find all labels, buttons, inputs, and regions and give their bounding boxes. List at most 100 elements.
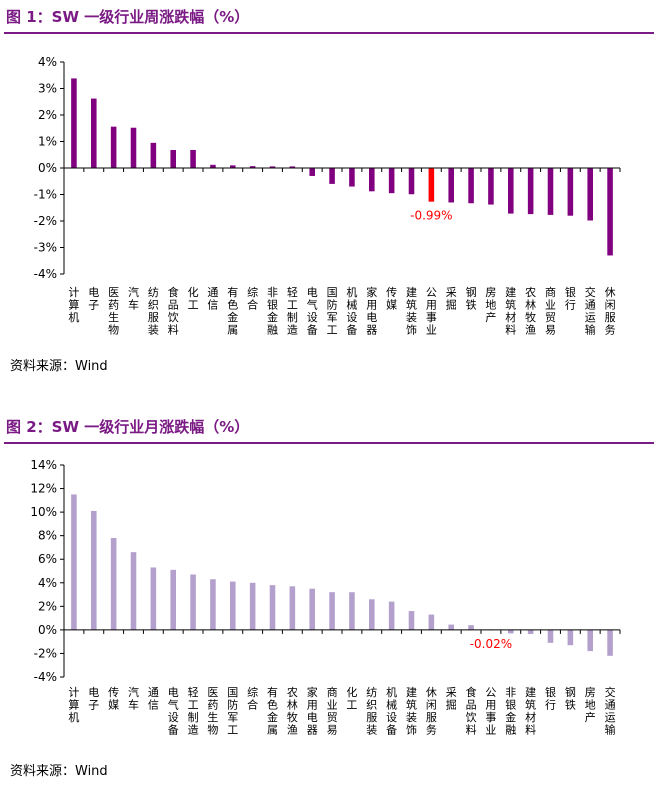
- chart2-bar: [110, 538, 117, 630]
- chart1-category-label: 有色金属: [227, 285, 238, 337]
- chart2-bar: [230, 581, 236, 630]
- chart2-title-rule: [4, 442, 654, 444]
- chart1-annotation: -0.99%: [410, 209, 452, 223]
- chart1-bar: [488, 168, 494, 205]
- chart1-bar: [547, 168, 554, 215]
- chart1-category-label: 医药生物: [108, 286, 119, 337]
- chart2-title: 图 2：SW 一级行业月涨跌幅（%）: [6, 418, 250, 436]
- chart1-y-tick-label: 1%: [38, 135, 57, 149]
- chart1-bar: [508, 168, 514, 214]
- chart2-bar: [547, 629, 554, 643]
- chart1-bar: [289, 166, 296, 168]
- chart1-bar: [170, 149, 176, 168]
- chart1-bar: [71, 78, 77, 168]
- chart1-category-label: 建筑材料: [505, 285, 516, 337]
- chart1-bar: [210, 164, 216, 168]
- chart2-category-label: 汽车: [128, 685, 139, 712]
- chart1-bar: [428, 168, 435, 202]
- chart2-category-label: 农林牧渔: [287, 685, 298, 737]
- chart1-category-label: 汽车: [128, 285, 139, 312]
- chart2-bar: [269, 585, 276, 630]
- chart1-bar: [150, 142, 157, 168]
- chart1-title: 图 1：SW 一级行业周涨跌幅（%）: [6, 8, 250, 26]
- chart2-category-label: 商业贸易: [327, 685, 338, 737]
- chart1-weekly-change: -4% -3% -2% -1% 0% 1% 2% 3% 4% 计算机电子医药生物汽车纺织服装食品饮…: [34, 55, 621, 337]
- chart2-y-tick-label: -4%: [34, 670, 57, 684]
- chart2-y-tick-label: -2%: [34, 646, 57, 660]
- chart2-category-label: 钢铁: [565, 686, 576, 712]
- chart1-bar: [448, 168, 454, 203]
- chart2-bar: [527, 629, 534, 635]
- chart2-bar: [130, 552, 137, 630]
- chart1-category-label: 化工: [188, 285, 199, 312]
- chart1-y-tick-label: -4%: [34, 267, 57, 281]
- chart1-y-tick-label: -2%: [34, 214, 57, 228]
- chart2-y-tick-label: 8%: [38, 529, 57, 543]
- chart1-bar: [110, 126, 117, 168]
- chart1-category-label: 休闲服务: [605, 286, 616, 337]
- chart2-annotation: -0.02%: [470, 637, 512, 651]
- chart1-bar: [468, 168, 474, 204]
- chart2-bar: [91, 510, 97, 630]
- chart2-bar: [349, 592, 355, 630]
- chart2-y-tick-label: 14%: [30, 458, 57, 472]
- chart1-category-label: 交通运输: [585, 285, 596, 337]
- chart1-y-tick-label: 0%: [38, 161, 57, 175]
- chart1-bar: [587, 168, 593, 221]
- chart2-y-tick-label: 0%: [38, 623, 57, 637]
- chart1-category-label: 机械设备: [346, 285, 357, 337]
- chart2-monthly-change: -4% -2% 0% 2% 4% 6% 8% 10% 12% 14% 计算机电子传媒汽车通信电气设备…: [30, 458, 621, 737]
- chart1-bar: [369, 168, 375, 192]
- chart2-bar: [428, 614, 435, 630]
- chart1-category-label: 食品饮料: [168, 285, 179, 337]
- chart2-category-label: 电子: [88, 686, 99, 712]
- chart2-bar: [289, 586, 296, 630]
- chart1-y-tick-label: 4%: [38, 55, 57, 69]
- chart1-bar: [190, 149, 196, 168]
- chart1-category-label: 家用电器: [366, 285, 377, 337]
- chart2-category-label: 有色金属: [267, 685, 278, 737]
- chart1-category-label: 建筑装饰: [406, 285, 417, 337]
- chart2-bar: [448, 624, 454, 630]
- chart1-category-label: 房地产: [485, 286, 496, 324]
- chart2-category-label: 家用电器: [307, 685, 318, 737]
- chart2-category-label: 传媒: [108, 686, 119, 712]
- chart2-bar: [150, 567, 157, 630]
- chart2-category-label: 国防军工: [227, 686, 238, 737]
- chart1-bar: [309, 168, 315, 176]
- chart1-category-label: 商业贸易: [545, 285, 556, 337]
- chart2-category-label: 采掘: [446, 686, 457, 712]
- chart1-category-label: 传媒: [386, 286, 397, 312]
- chart1-bar: [269, 166, 276, 168]
- chart1-category-label: 银行: [565, 285, 576, 312]
- chart2-category-label: 非银金融: [505, 686, 516, 737]
- chart1-y-tick-label: -1%: [34, 188, 57, 202]
- chart2-category-label: 交通运输: [605, 685, 616, 737]
- chart2-bar: [210, 579, 216, 630]
- chart1-category-label: 综合: [247, 285, 258, 312]
- chart2-category-label: 食品饮料: [466, 685, 477, 737]
- chart2-y-tick-label: 4%: [38, 576, 57, 590]
- chart1-bar: [91, 98, 97, 168]
- chart2-category-label: 计算机: [68, 686, 79, 724]
- chart2-category-label: 通信: [148, 686, 159, 712]
- chart1-bar: [329, 168, 335, 184]
- chart1-bar: [527, 168, 534, 215]
- chart2-bar: [71, 494, 77, 630]
- chart2-bar: [329, 592, 335, 630]
- chart2-category-label: 机械设备: [386, 685, 397, 737]
- chart1-y-tick-label: -3%: [34, 241, 57, 255]
- chart1-category-label: 电气设备: [307, 286, 318, 337]
- chart1-bar: [230, 165, 236, 168]
- chart2-category-label: 电气设备: [168, 686, 179, 737]
- chart1-bar: [607, 168, 613, 256]
- chart1-y-tick-label: 3%: [38, 82, 57, 96]
- chart2-bar: [587, 629, 593, 652]
- chart1-category-label: 非银金融: [267, 286, 278, 337]
- chart2-category-label: 建筑装饰: [406, 685, 417, 737]
- chart2-y-tick-label: 6%: [38, 552, 57, 566]
- chart2-category-label: 银行: [545, 685, 556, 712]
- chart1-category-label: 纺织服装: [148, 285, 159, 337]
- chart2-y-tick-label: 10%: [30, 505, 57, 519]
- chart2-bar: [567, 629, 574, 646]
